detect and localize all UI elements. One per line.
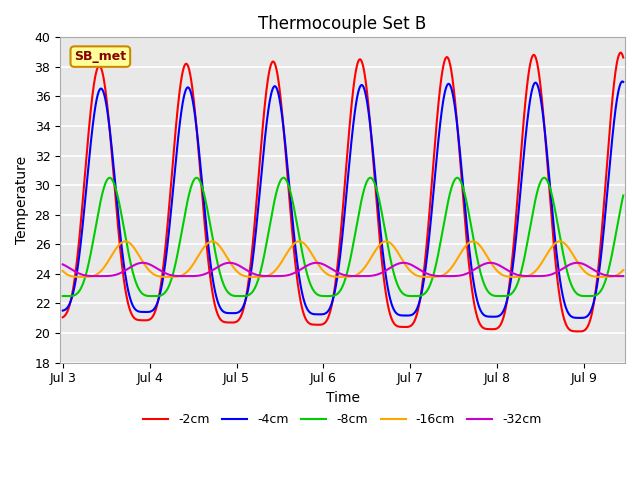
-4cm: [59, 308, 67, 313]
-2cm: [609, 96, 616, 102]
Y-axis label: Temperature: Temperature: [15, 156, 29, 244]
-32cm: [620, 273, 627, 279]
-2cm: [123, 294, 131, 300]
-16cm: [122, 239, 129, 244]
-4cm: [298, 289, 306, 295]
-8cm: [298, 249, 306, 255]
-32cm: [617, 273, 625, 279]
X-axis label: Time: Time: [326, 391, 360, 405]
-8cm: [548, 193, 556, 199]
-4cm: [577, 315, 585, 321]
-4cm: [618, 79, 626, 84]
-2cm: [617, 50, 625, 56]
-2cm: [620, 55, 627, 60]
-2cm: [274, 73, 282, 79]
-2cm: [298, 305, 306, 311]
Line: -2cm: -2cm: [63, 53, 623, 331]
-4cm: [620, 79, 627, 85]
-8cm: [123, 240, 131, 246]
-32cm: [548, 271, 556, 277]
-4cm: [548, 203, 556, 209]
Legend: -2cm, -4cm, -8cm, -16cm, -32cm: -2cm, -4cm, -8cm, -16cm, -32cm: [138, 408, 547, 431]
-2cm: [548, 218, 556, 224]
-16cm: [548, 244, 556, 250]
-2cm: [59, 314, 67, 320]
-16cm: [156, 274, 164, 279]
-4cm: [609, 134, 616, 140]
-32cm: [609, 273, 616, 279]
Line: -4cm: -4cm: [63, 82, 623, 318]
-32cm: [123, 267, 131, 273]
-8cm: [274, 185, 282, 191]
-16cm: [600, 274, 607, 280]
-8cm: [584, 293, 591, 299]
-16cm: [274, 264, 282, 270]
-16cm: [123, 239, 131, 244]
-16cm: [298, 240, 306, 245]
-8cm: [59, 293, 67, 299]
Line: -8cm: -8cm: [63, 178, 623, 296]
Text: SB_met: SB_met: [74, 50, 126, 63]
-4cm: [274, 88, 282, 94]
-32cm: [298, 265, 306, 271]
-16cm: [620, 267, 627, 273]
-16cm: [59, 268, 67, 274]
-8cm: [156, 293, 164, 299]
-4cm: [123, 280, 131, 286]
-8cm: [620, 192, 627, 198]
-2cm: [156, 288, 164, 294]
Line: -16cm: -16cm: [63, 241, 623, 277]
-8cm: [609, 248, 616, 254]
-32cm: [59, 262, 67, 267]
-2cm: [576, 328, 584, 334]
-8cm: [280, 175, 287, 180]
-32cm: [156, 267, 164, 273]
-32cm: [139, 260, 147, 266]
-32cm: [274, 273, 282, 279]
-16cm: [609, 274, 616, 279]
Line: -32cm: -32cm: [63, 263, 623, 276]
Title: Thermocouple Set B: Thermocouple Set B: [259, 15, 427, 33]
-4cm: [156, 291, 164, 297]
